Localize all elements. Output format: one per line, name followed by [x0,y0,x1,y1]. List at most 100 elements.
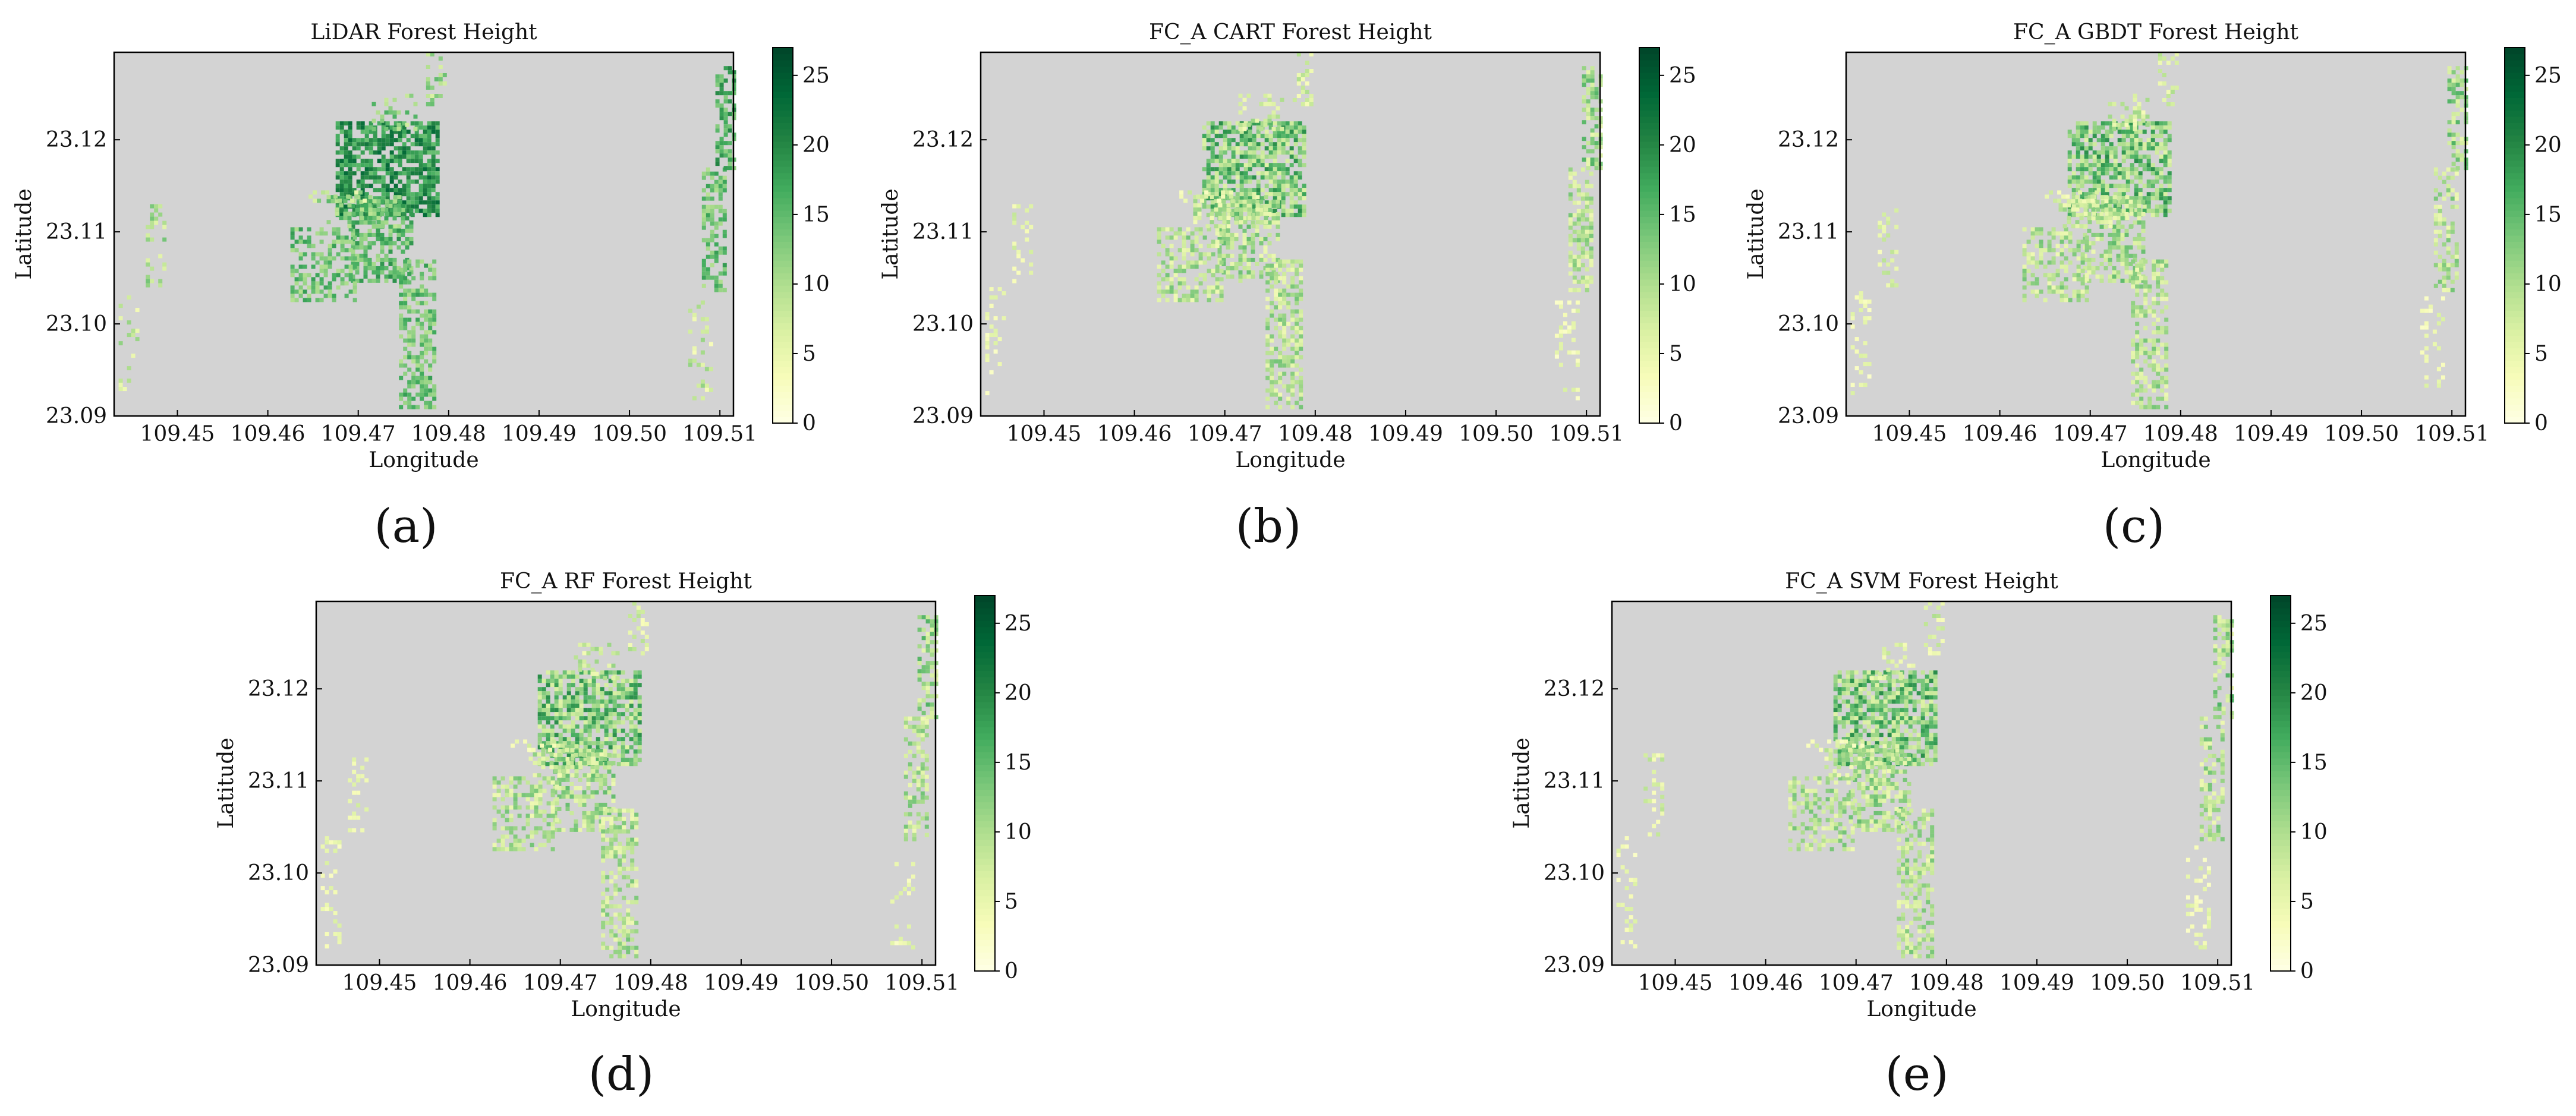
forest-pixel [333,194,338,199]
forest-pixel [2055,273,2060,278]
x-tick-label: 109.51 [2414,422,2489,446]
forest-pixel [550,847,555,852]
forest-pixel [385,171,390,176]
forest-pixel [399,267,404,272]
forest-pixel [348,277,353,282]
forest-pixel [1571,325,1576,330]
forest-pixel [1196,194,1201,199]
forest-pixel [530,789,534,793]
forest-pixel [363,220,368,225]
forest-pixel [718,250,723,255]
forest-pixel [344,204,348,209]
forest-pixel [2092,175,2097,180]
forest-pixel [2047,231,2052,236]
forest-pixel [722,234,727,238]
forest-pixel [399,376,404,380]
forest-pixel [2442,217,2446,222]
forest-pixel [599,786,603,790]
forest-pixel [1572,229,1577,234]
forest-pixel [1198,260,1203,265]
forest-pixel [2163,125,2168,130]
forest-pixel [629,758,634,762]
forest-pixel [2120,114,2125,119]
forest-pixel [1239,155,1244,159]
forest-pixel [607,811,612,815]
forest-pixel [1289,146,1294,151]
forest-pixel [1281,163,1286,168]
forest-pixel [2451,83,2456,87]
forest-pixel [424,317,429,322]
forest-pixel [1239,192,1244,197]
forest-pixel [558,708,563,713]
forest-pixel [414,150,419,155]
forest-pixel [546,683,550,688]
forest-pixel [2141,224,2146,229]
forest-pixel [1300,90,1305,94]
forest-pixel [406,138,411,143]
forest-pixel [2099,274,2104,279]
forest-pixel [403,355,408,360]
forest-pixel [1231,209,1236,213]
panel-title: FC_A RF Forest Height [500,569,752,594]
colorbar-segment [773,329,793,336]
forest-pixel [2146,163,2151,168]
forest-pixel [2454,271,2459,276]
forest-pixel [150,220,155,225]
forest-pixel [1285,179,1290,184]
forest-pixel [332,227,336,232]
forest-pixel [2105,134,2109,138]
forest-pixel [541,765,546,770]
forest-pixel [555,797,559,802]
forest-pixel [2092,155,2097,159]
forest-pixel [574,744,579,749]
forest-pixel [1590,91,1595,96]
forest-pixel [2095,199,2100,204]
forest-pixel [701,217,706,222]
forest-pixel [351,278,355,283]
forest-pixel [2137,114,2142,119]
forest-pixel [2131,371,2136,376]
forest-pixel [591,741,596,746]
forest-pixel [708,387,713,392]
forest-pixel [1293,192,1298,197]
forest-pixel [1177,277,1182,282]
forest-pixel [2433,171,2438,176]
forest-pixel [2083,203,2087,208]
forest-pixel [1295,259,1299,264]
forest-pixel [1863,362,1868,367]
forest-pixel [344,273,349,278]
forest-pixel [122,387,127,392]
forest-pixel [1248,155,1252,159]
forest-pixel [2138,130,2143,134]
forest-pixel [1265,317,1270,322]
forest-pixel [1214,159,1219,163]
forest-pixel [2108,199,2112,204]
forest-pixel [1234,261,1239,266]
forest-pixel [2164,380,2169,384]
forest-pixel [2143,288,2148,293]
forest-pixel [319,231,324,236]
forest-pixel [2112,199,2117,204]
forest-pixel [1210,175,1215,180]
forest-pixel [538,789,543,793]
forest-pixel [1219,289,1224,294]
forest-pixel [393,207,398,212]
forest-pixel [2147,309,2152,314]
plot-frame [113,51,735,417]
forest-pixel [2447,141,2452,146]
forest-pixel [377,150,382,155]
forest-pixel [558,699,563,704]
forest-pixel [380,261,385,266]
forest-pixel [2424,346,2429,351]
forest-pixel [575,712,580,717]
forest-pixel [1282,259,1287,264]
forest-pixel [347,212,352,216]
forest-pixel [546,830,551,835]
forest-pixel [1863,316,1868,321]
forest-pixel [1217,228,1222,233]
forest-pixel [411,396,416,401]
forest-pixel [415,392,420,397]
forest-pixel [401,203,405,208]
forest-pixel [1202,167,1207,172]
forest-pixel [714,254,719,259]
